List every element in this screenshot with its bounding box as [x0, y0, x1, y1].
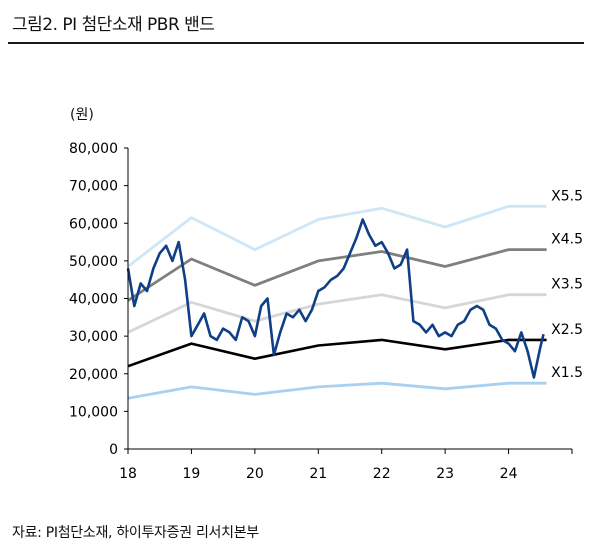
y-tick-label: 60,000 [69, 216, 118, 232]
y-tick-label: 70,000 [69, 179, 118, 195]
y-tick-label: 50,000 [69, 254, 118, 270]
band-line-x3-5 [127, 293, 547, 334]
axes [124, 147, 573, 454]
x-tick-label: 18 [119, 466, 137, 482]
x-tick-label: 20 [246, 466, 264, 482]
band-line-x2-5 [127, 338, 547, 368]
band-line-x1-5 [127, 381, 547, 400]
title-rule [8, 42, 584, 44]
y-tick-label: 30,000 [69, 329, 118, 345]
y-tick-label: 10,000 [69, 404, 118, 420]
figure-title: 그림2. PI 첨단소재 PBR 밴드 [12, 15, 215, 35]
price-series-line [126, 218, 545, 379]
x-tick-label: 19 [183, 466, 201, 482]
y-tick-labels: 0 10,000 20,000 30,000 40,000 50,000 60,000 70,… [69, 141, 118, 458]
band-line-x5-5 [127, 204, 547, 268]
source-note: 자료: PI첨단소재, 하이투자증권 리서치본부 [12, 525, 259, 541]
band-labels: X5.5 X4.5 X3.5 X2.5 X1.5 [551, 188, 583, 381]
x-tick-label: 23 [436, 466, 454, 482]
band-label-x4-5: X4.5 [551, 232, 583, 248]
y-unit-label: (원) [70, 107, 94, 123]
y-tick-label: 20,000 [69, 367, 118, 383]
x-tick-label: 21 [309, 466, 327, 482]
band-label-x1-5: X1.5 [551, 365, 583, 381]
band-label-x5-5: X5.5 [551, 188, 583, 204]
y-tick-label: 0 [109, 442, 118, 458]
y-tick-label: 80,000 [69, 141, 118, 157]
x-tick-labels: 18 19 20 21 22 23 24 [119, 466, 517, 482]
x-tick-label: 24 [500, 466, 518, 482]
y-tick-label: 40,000 [69, 292, 118, 308]
band-label-x2-5: X2.5 [551, 322, 583, 338]
band-label-x3-5: X3.5 [551, 277, 583, 293]
x-tick-label: 22 [373, 466, 391, 482]
price-line [126, 218, 545, 379]
band-lines [127, 204, 547, 400]
